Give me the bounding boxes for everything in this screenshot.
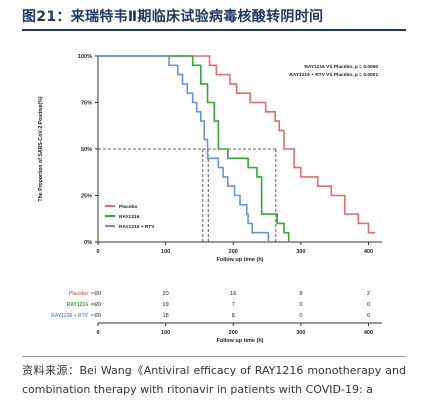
- legend-label: RAY1216 + RTV: [119, 224, 155, 230]
- risk-cell: 20: [163, 291, 169, 297]
- risk-cell: 7: [232, 302, 235, 308]
- risk-cell: 0: [367, 302, 370, 308]
- risk-table-x-tick-label: 400: [364, 330, 373, 336]
- risk-cell: 16: [230, 291, 236, 297]
- risk-cell: 20: [95, 302, 101, 308]
- risk-row-label: RAY1216: [67, 302, 88, 308]
- risk-cell: 19: [163, 302, 169, 308]
- x-tick-label: 100: [161, 249, 170, 255]
- x-tick-label: 0: [96, 249, 99, 255]
- risk-table-x-axis-title: Follow up time (h): [216, 338, 263, 344]
- risk-cell: 8: [299, 291, 302, 297]
- figure-title: 图21：来瑞特韦Ⅱ期临床试验病毒核酸转阴时间: [22, 9, 324, 25]
- series-line: [98, 55, 376, 234]
- title-rule: [22, 29, 406, 31]
- risk-table-x-tick-label: 300: [296, 330, 305, 336]
- risk-cell: 18: [163, 313, 169, 319]
- p-value-annotation: RAY1216 + RTV VS Placebo, p = 0.0001: [289, 72, 378, 78]
- risk-table-x-tick-label: 200: [229, 330, 238, 336]
- x-tick-label: 400: [364, 249, 373, 255]
- risk-row-label: RAY1216 + RTV: [51, 313, 89, 319]
- x-tick-label: 200: [229, 249, 238, 255]
- source-rule: [22, 356, 406, 357]
- risk-cell: 20: [95, 291, 101, 297]
- risk-table-x-tick-label: 0: [96, 330, 99, 336]
- legend-label: RAY1216: [119, 214, 140, 220]
- risk-cell: 8: [232, 313, 235, 319]
- risk-cell: 2: [367, 291, 370, 297]
- risk-cell: 0: [367, 313, 370, 319]
- p-value-annotation: RAY1216 VS Placebo, p = 0.0060: [304, 64, 378, 70]
- y-axis-title: The Proportion of SARS-CoV-2 Positive(%): [38, 96, 44, 201]
- y-tick-label: 25%: [81, 194, 92, 200]
- risk-cell: 0: [299, 302, 302, 308]
- risk-table-x-tick-label: 100: [161, 330, 170, 336]
- y-tick-label: 0%: [84, 240, 92, 246]
- y-tick-label: 50%: [81, 147, 92, 153]
- risk-row-label: Placebo: [69, 291, 88, 297]
- series-line: [98, 55, 290, 242]
- series-line: [98, 55, 270, 242]
- x-axis-title: Follow up time (h): [216, 257, 263, 263]
- source-note: 资料来源：Bei Wang《Antiviral efficacy of RAY1…: [22, 364, 406, 396]
- y-tick-label: 100%: [78, 54, 92, 60]
- legend-label: Placebo: [119, 204, 137, 210]
- risk-cell: 0: [299, 313, 302, 319]
- x-tick-label: 300: [296, 249, 305, 255]
- risk-cell: 20: [95, 313, 101, 319]
- y-tick-label: 75%: [81, 101, 92, 107]
